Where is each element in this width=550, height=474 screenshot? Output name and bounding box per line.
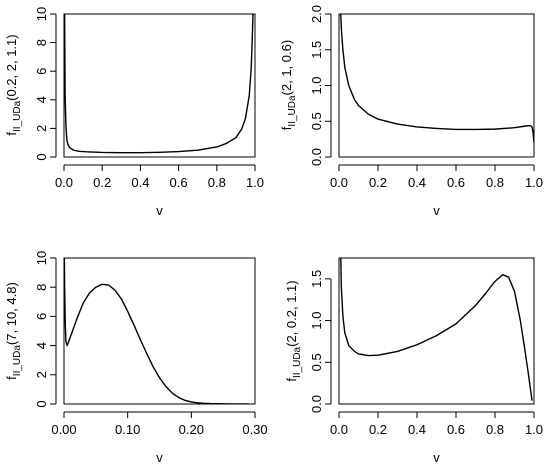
plot-frame [63, 13, 256, 158]
density-curve [64, 14, 254, 154]
y-tick-label: 6 [34, 313, 49, 320]
y-axis-title: fII_UDa(0.2, 2, 1.1) [4, 34, 23, 135]
y-axis-title-args: (7, 10, 4.8) [4, 282, 19, 345]
x-tick-label: 0.0 [330, 422, 348, 437]
plot-frame [338, 257, 535, 405]
y-tick-label: 4 [34, 342, 49, 349]
density-curve [340, 14, 534, 143]
x-tick-label: 0.0 [55, 175, 73, 190]
y-tick-label: 0.5 [309, 112, 324, 130]
x-tick-label: 0.2 [369, 175, 387, 190]
chart-panel-1: 0.0 0.2 0.4 0.6 0.8 1.0 0 2 4 6 8 10 v fII_UDa(0.2, 2… [4, 7, 264, 218]
density-curve [340, 258, 533, 401]
y-axis-title-main: f [4, 132, 19, 136]
chart-panel-2: 0.0 0.2 0.4 0.6 0.8 1.0 0.0 0.5 1.0 1.5 2.0 v fII_UD… [279, 5, 543, 218]
y-axis-title-subscript: II_UDa [292, 346, 303, 378]
y-axis-title: fII_UDa(2, 0.2, 1.1) [284, 280, 303, 381]
y-tick-label: 0 [34, 400, 49, 407]
y-axis-title-args: (0.2, 2, 1.1) [4, 34, 19, 100]
x-tick-label: 0.10 [115, 422, 140, 437]
density-curve [64, 258, 249, 404]
y-tick-label: 10 [34, 7, 49, 21]
y-tick-label: 1.0 [309, 76, 324, 94]
x-tick-label: 0.00 [51, 422, 76, 437]
x-tick-label: 0.8 [486, 175, 504, 190]
y-axis-title-subscript: II_UDa [287, 95, 298, 127]
y-tick-label: 0.0 [309, 148, 324, 166]
x-tick-label: 0.8 [208, 175, 226, 190]
x-tick-label: 0.8 [486, 422, 504, 437]
y-tick-label: 6 [34, 68, 49, 75]
y-tick-label: 2 [34, 125, 49, 132]
y-tick-label: 4 [34, 96, 49, 103]
x-tick-label: 0.6 [170, 175, 188, 190]
x-axis-title: v [433, 203, 440, 218]
y-tick-label: 8 [34, 39, 49, 46]
y-tick-label: 8 [34, 284, 49, 291]
x-tick-label: 0.2 [93, 175, 111, 190]
y-axis-title-args: (2, 0.2, 1.1) [284, 280, 299, 346]
y-axis-title-args: (2, 1, 0.6) [279, 40, 294, 96]
x-tick-label: 1.0 [246, 175, 264, 190]
y-tick-label: 1.5 [309, 41, 324, 59]
y-axis-title-subscript: II_UDa [12, 100, 23, 132]
y-tick-label: 0 [34, 153, 49, 160]
y-axis-title-main: f [279, 126, 294, 130]
x-tick-label: 0.4 [408, 422, 426, 437]
y-axis-title-subscript: II_UDa [12, 345, 23, 377]
x-tick-label: 0.4 [408, 175, 426, 190]
x-tick-label: 0.30 [242, 422, 267, 437]
plot-frame [338, 13, 535, 158]
y-axis-title: fII_UDa(7, 10, 4.8) [4, 282, 23, 380]
plot-frame [63, 257, 256, 405]
x-tick-label: 0.20 [179, 422, 204, 437]
x-tick-label: 1.0 [525, 422, 543, 437]
y-tick-label: 1.0 [309, 312, 324, 330]
x-tick-label: 1.0 [525, 175, 543, 190]
x-axis-title: v [433, 450, 440, 465]
chart-panel-4: 0.0 0.2 0.4 0.6 0.8 1.0 0.0 0.5 1.0 1.5 v fII_UDa(2… [284, 257, 543, 465]
x-axis-title: v [156, 203, 163, 218]
chart-panel-3: 0.00 0.10 0.20 0.30 0 2 4 6 8 10 v fII_UDa(7, 10, 4… [4, 251, 268, 465]
x-axis-title: v [156, 450, 163, 465]
x-tick-label: 0.0 [330, 175, 348, 190]
x-tick-label: 0.6 [447, 422, 465, 437]
y-tick-label: 2.0 [309, 5, 324, 23]
y-tick-label: 0.0 [309, 395, 324, 413]
y-axis-title-main: f [284, 378, 299, 382]
y-axis-title: fII_UDa(2, 1, 0.6) [279, 40, 298, 130]
x-tick-label: 0.6 [447, 175, 465, 190]
y-tick-label: 0.5 [309, 353, 324, 371]
y-tick-label: 1.5 [309, 270, 324, 288]
y-tick-label: 2 [34, 371, 49, 378]
y-tick-label: 10 [34, 251, 49, 265]
x-tick-label: 0.4 [131, 175, 149, 190]
x-tick-label: 0.2 [369, 422, 387, 437]
y-axis-title-main: f [4, 376, 19, 380]
